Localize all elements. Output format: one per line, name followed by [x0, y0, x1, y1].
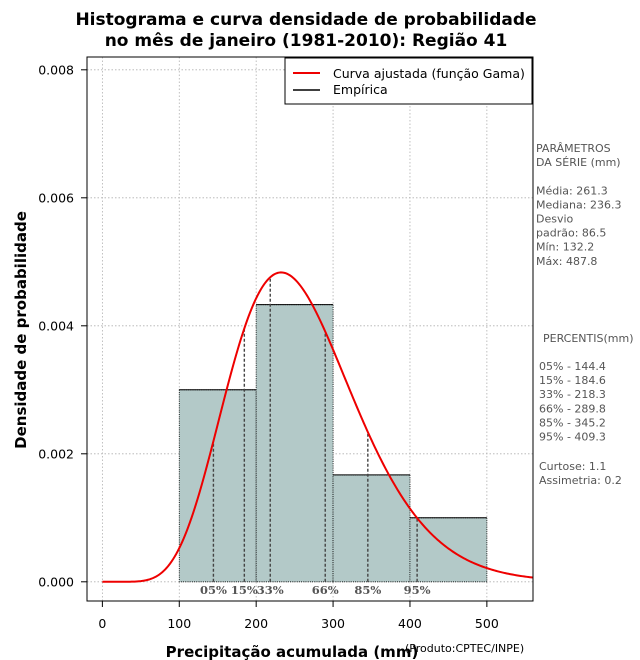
percentile-labels: 05% 15%33% 66% 85% 95%	[200, 583, 431, 597]
density-curve	[102, 271, 534, 583]
y-tick-label-2: 0.004	[38, 318, 74, 333]
percentile-label-3: 66%	[312, 583, 339, 597]
x-tick-label-0: 0	[98, 616, 106, 631]
percentile-label-1: 15%	[231, 583, 258, 597]
legend-box	[284, 57, 533, 105]
legend-label-curve: Curva ajustada (função Gama)	[333, 66, 525, 81]
percentile-label-4: 85%	[354, 583, 381, 597]
percentiles-panel: PERCENTIS(mm) 05% - 144.415% - 184.633% …	[539, 332, 634, 444]
series-parameters: PARÂMETROS DA SÉRIE (mm) Média: 261.3Medi…	[536, 142, 621, 268]
y-tick-label-3: 0.006	[38, 190, 74, 205]
bar-2	[332, 474, 411, 583]
percentile-value-line-3: 66% - 289.8	[539, 402, 606, 415]
percentile-label-2: 33%	[257, 583, 284, 597]
param-line-4: Mediana: 236.3	[536, 198, 621, 211]
x-tick-label-3: 300	[321, 616, 345, 631]
param-line-0: PARÂMETROS	[536, 142, 611, 155]
stat-line-0: Curtose: 1.1	[539, 460, 606, 473]
param-line-6: padrão: 86.5	[536, 227, 606, 240]
percentile-value-line-4: 85% - 345.2	[539, 416, 606, 429]
x-axis-label: Precipitação acumulada (mm)	[166, 643, 419, 660]
title-line-2: no mês de janeiro (1981-2010): Região 41	[105, 31, 508, 51]
y-axis-label: Densidade de probabilidade	[12, 211, 30, 449]
percentile-label-0: 05%	[200, 583, 227, 597]
legend: Curva ajustada (função Gama) Empírica	[284, 57, 533, 105]
title-line-1: Histograma e curva densidade de probabil…	[75, 10, 536, 30]
percentile-value-line-1: 15% - 184.6	[539, 374, 606, 387]
percentile-value-line-0: 05% - 144.4	[539, 360, 606, 373]
param-line-7: Mín: 132.2	[536, 241, 594, 254]
plot-frame	[86, 56, 534, 602]
credit-text: (Produto:CPTEC/INPE)	[405, 642, 524, 655]
y-tick-label-1: 0.002	[38, 446, 74, 461]
density-curve-group	[102, 271, 534, 583]
x-tick-label-2: 200	[244, 616, 268, 631]
y-tick-label-0: 0.000	[38, 574, 74, 589]
y-tick-label-4: 0.008	[38, 62, 74, 77]
bar-1	[255, 304, 334, 583]
stat-line-1: Assimetria: 0.2	[539, 474, 622, 487]
percentile-value-line-2: 33% - 218.3	[539, 388, 606, 401]
param-line-1: DA SÉRIE (mm)	[536, 156, 621, 169]
percentile-value-line-5: 95% - 409.3	[539, 431, 606, 444]
percentiles-title: PERCENTIS(mm)	[543, 332, 634, 345]
chart-title: Histograma e curva densidade de probabil…	[75, 10, 536, 51]
percentile-label-5: 95%	[404, 583, 431, 597]
x-tick-label-5: 500	[475, 616, 499, 631]
axes: 0 100 200 300 400 500 0.000 0.002 0.004 0.006 0.00…	[38, 62, 499, 631]
histogram-bars	[178, 304, 488, 583]
param-line-8: Máx: 487.8	[536, 255, 597, 268]
bar-3	[409, 517, 488, 583]
x-tick-label-4: 400	[398, 616, 422, 631]
percentile-lines	[212, 277, 418, 582]
legend-label-empirical: Empírica	[333, 82, 388, 97]
param-line-5: Desvio	[536, 213, 574, 226]
param-line-3: Média: 261.3	[536, 184, 608, 197]
x-tick-label-1: 100	[167, 616, 191, 631]
